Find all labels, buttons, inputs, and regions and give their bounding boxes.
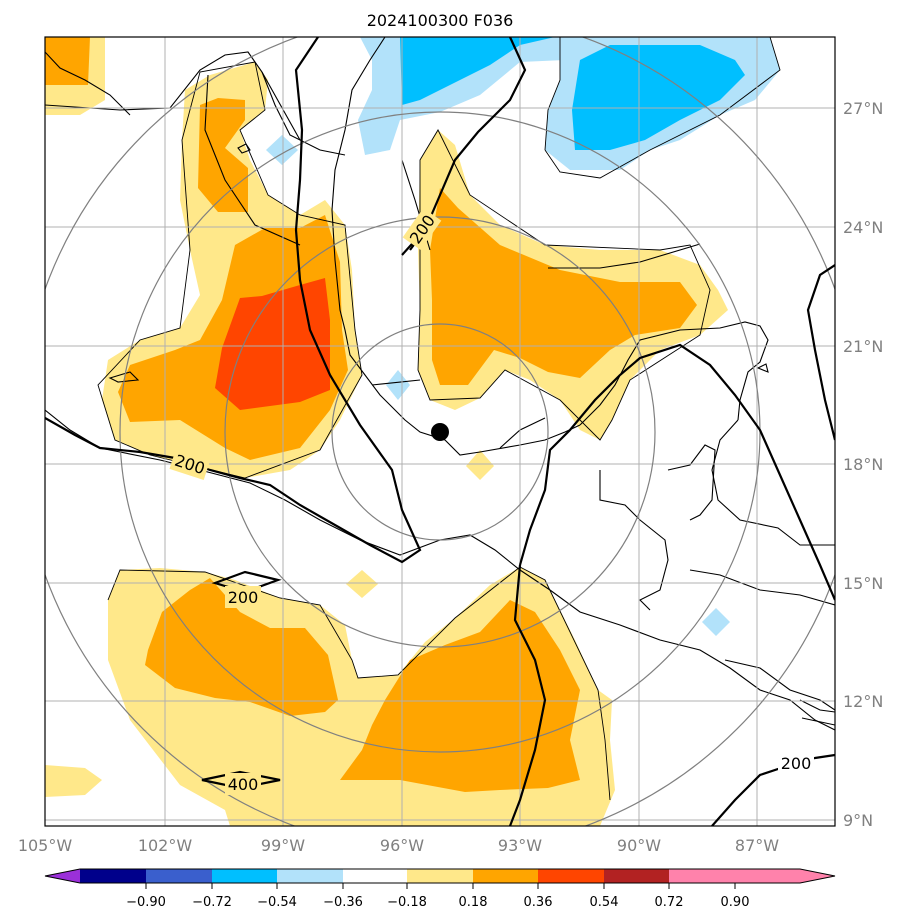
coastline-yucatan [579, 321, 769, 426]
ring-1 [331, 323, 549, 541]
fill-outlines [97, 37, 781, 801]
lat-label-12: 12°N [843, 692, 883, 711]
colorbar-segment-3 [212, 869, 277, 883]
lat-label-15: 15°N [843, 574, 883, 593]
colorbar-tick-label-2: −0.72 [192, 895, 232, 910]
colorbar-tick-label-4: −0.36 [323, 895, 363, 910]
colorbar-ticks [145, 883, 736, 889]
lat-label-21: 21°N [843, 337, 883, 356]
border-guatemala [599, 470, 669, 611]
border-belize [667, 444, 716, 521]
colorbar-segment-6 [407, 869, 473, 883]
colorbar-outline [44, 868, 836, 884]
colorbar-extend-high [800, 869, 835, 883]
fill-blue-diamond-east [702, 608, 730, 636]
border-mexico-states [204, 71, 701, 449]
colorbar-segment-2 [146, 869, 212, 883]
lat-label-18: 18°N [843, 455, 883, 474]
contour-200-gulf-south [518, 343, 835, 601]
lon-label-93: 93°W [498, 836, 542, 855]
fill-yellow-small-sw [45, 765, 102, 797]
lat-label-27: 27°N [843, 99, 883, 118]
lon-label-87: 87°W [735, 836, 779, 855]
lat-label-24: 24°N [843, 218, 883, 237]
fill-deep-blue-northeast [572, 45, 745, 150]
center-marker [431, 423, 449, 441]
lon-label-96: 96°W [380, 836, 424, 855]
island-small-2 [237, 143, 251, 154]
longitude-labels: 105°W 102°W 99°W 96°W 93°W 90°W 87°W [18, 836, 779, 855]
fill-red-orange-west-mexico [215, 278, 330, 410]
colorbar-tick-label-6: 0.18 [459, 895, 488, 910]
map-frame [44, 36, 836, 827]
colorbar-tick-label-5: −0.18 [387, 895, 427, 910]
coastline-baja [45, 51, 131, 116]
colorbar-tick-label-9: 0.72 [655, 895, 684, 910]
figure-title: 2024100300 F036 [367, 11, 514, 30]
colorbar-tick-label-8: 0.54 [590, 895, 619, 910]
fill-orange-west-mexico-north [198, 98, 248, 212]
colorbar-segment-7 [473, 869, 538, 883]
fill-yellow-diamond-a [466, 450, 494, 480]
anomaly-fill-red-orange [215, 278, 330, 410]
colorbar-tick-label-7: 0.36 [524, 895, 553, 910]
colorbar-tick-label-1: −0.90 [126, 895, 166, 910]
lon-label-90: 90°W [617, 836, 661, 855]
map-area: 200 200 200 200 400 [45, 37, 835, 826]
fill-blue-diamond-north [266, 135, 298, 165]
coastline-caribbean [711, 419, 835, 546]
lon-label-105: 105°W [18, 836, 73, 855]
colorbar-segment-8 [538, 869, 604, 883]
fill-yellow-diamond-b [346, 570, 378, 598]
colorbar-segment-1 [80, 869, 146, 883]
colorbar-tick-label-3: −0.54 [257, 895, 297, 910]
island-small-3 [756, 363, 769, 373]
outline-west [97, 61, 363, 479]
colorbar-segment-9 [604, 869, 669, 883]
ring-2 [224, 216, 656, 648]
fill-deep-blue-north-gulf [400, 37, 555, 105]
fill-orange-gulf [430, 188, 697, 385]
contour-label-southeast: 200 [781, 754, 812, 773]
border-honduras [689, 569, 835, 606]
contour-200-east-edge [806, 264, 835, 441]
colorbar-segment-10 [669, 869, 735, 883]
fill-blue-diamond-center [386, 370, 410, 400]
colorbar-extend-low [45, 869, 80, 883]
colorbar-segment-4 [277, 869, 343, 883]
contour-label-400: 400 [228, 775, 259, 794]
outline-gulf [417, 129, 711, 441]
lon-label-102: 102°W [138, 836, 193, 855]
border-nicaragua [724, 659, 835, 711]
grid-lines [45, 37, 835, 826]
colorbar: −0.90 −0.72 −0.54 −0.36 −0.18 0.18 0.36 … [44, 868, 836, 910]
coastline-gulf-west [331, 37, 581, 456]
colorbar-tick-label-10: 0.90 [721, 895, 750, 910]
colorbar-segment-5 [343, 869, 407, 883]
lat-label-9: 9°N [843, 811, 873, 830]
fill-orange-nw-corner [45, 37, 90, 85]
contour-200-west-trough [45, 37, 422, 564]
contour-200-pacific-east [508, 564, 547, 826]
latitude-labels: 27°N 24°N 21°N 18°N 15°N 12°N 9°N [843, 99, 883, 830]
fill-orange-pacific-west [145, 578, 338, 716]
lon-label-99: 99°W [261, 836, 305, 855]
contour-label-pacific: 200 [228, 588, 259, 607]
outline-pacific [107, 566, 611, 801]
contour-200-southeast [711, 753, 835, 826]
island-small-5 [799, 699, 835, 726]
anomaly-fill-deep-sky-blue [400, 37, 745, 150]
island-small-1 [108, 371, 140, 383]
colorbar-segment-11 [735, 869, 800, 883]
